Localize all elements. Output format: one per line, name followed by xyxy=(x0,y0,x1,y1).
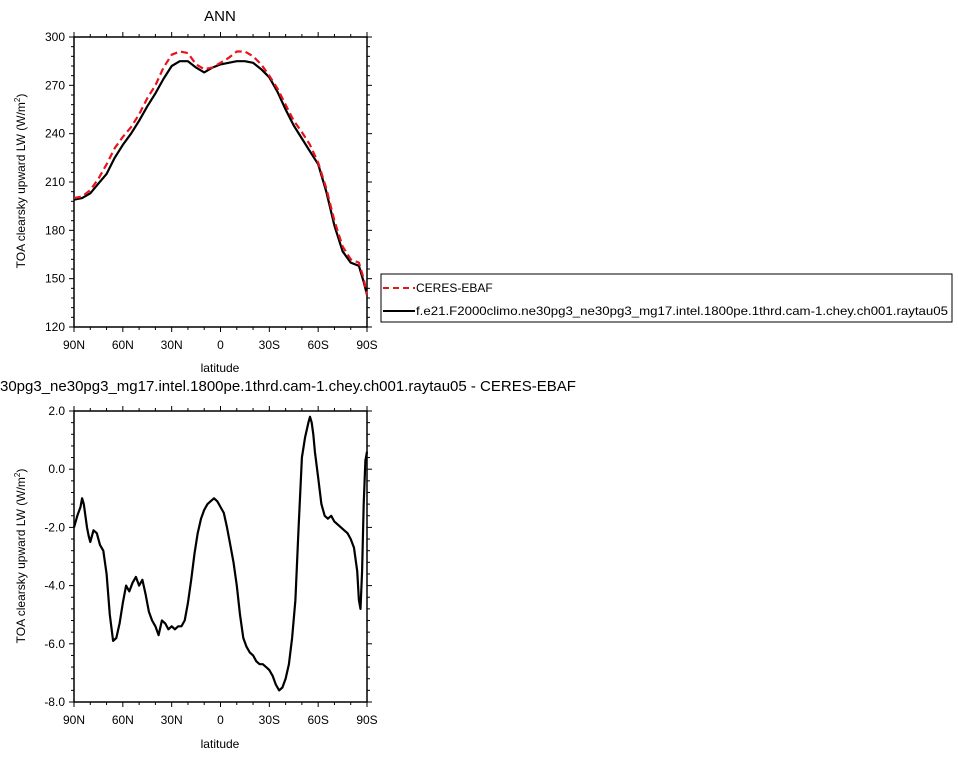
legend: CERES-EBAF f.e21.F2000climo.ne30pg3_ne30… xyxy=(380,273,953,323)
bottom-y-tick-label: -2.0 xyxy=(44,520,65,534)
bottom-y-axis-label-tail: ) xyxy=(14,469,28,473)
top-x-tick-label: 90N xyxy=(63,338,85,352)
top-y-tick-label: 150 xyxy=(45,272,65,286)
top-x-tick-label: 0 xyxy=(217,338,224,352)
top-y-axis-label-tail: ) xyxy=(14,94,28,98)
bottom-x-tick-label: 30N xyxy=(161,713,183,727)
top-y-axis-label-sup: 2 xyxy=(13,97,22,102)
bottom-y-axis-label-sup: 2 xyxy=(13,472,22,477)
top-series-model-line xyxy=(73,60,369,296)
top-y-tick-label: 240 xyxy=(45,127,65,141)
top-y-tick-label: 300 xyxy=(45,30,65,44)
top-y-tick-label: 120 xyxy=(45,320,65,334)
bottom-x-tick-label: 60S xyxy=(307,713,328,727)
bottom-series-model-line xyxy=(72,415,369,692)
top-x-tick-label: 60S xyxy=(307,338,328,352)
bottom-y-tick-label: 2.0 xyxy=(48,404,65,418)
bottom-x-axis-label: latitude xyxy=(201,737,240,751)
bottom-x-tick-label: 0 xyxy=(217,713,224,727)
bottom-panel: f.e21.F2000climo.ne30pg3_ne30pg3_mg17.in… xyxy=(0,378,576,751)
top-x-axis-label: latitude xyxy=(201,361,240,375)
bottom-title: f.e21.F2000climo.ne30pg3_ne30pg3_mg17.in… xyxy=(0,378,576,395)
top-y-axis-label-main: TOA clearsky upward LW (W/m xyxy=(14,102,28,268)
bottom-y-tick-label: -8.0 xyxy=(44,695,65,709)
legend-label-model: f.e21.F2000climo.ne30pg3_ne30pg3_mg17.in… xyxy=(416,304,948,318)
bottom-series-group xyxy=(72,415,369,692)
top-y-ticks: 120 150 180 210 240 270 300 xyxy=(45,30,372,334)
top-title: ANN xyxy=(204,8,236,25)
top-x-tick-label: 30N xyxy=(161,338,183,352)
top-panel: ANN 120 150 180 210 240 270 300 90N 60N 30N 0 30S 6… xyxy=(13,8,953,375)
top-x-tick-label: 90S xyxy=(356,338,377,352)
bottom-y-tick-label: 0.0 xyxy=(48,462,65,476)
legend-frame xyxy=(380,273,953,323)
bottom-x-ticks: 90N 60N 30N 0 30S 60S 90S xyxy=(63,406,378,727)
top-series-obs-line xyxy=(73,50,369,296)
top-y-tick-label: 210 xyxy=(45,175,65,189)
bottom-y-axis-label: TOA clearsky upward LW (W/m2) xyxy=(13,469,28,644)
top-y-tick-label: 180 xyxy=(45,223,65,237)
bottom-x-tick-label: 90S xyxy=(356,713,377,727)
bottom-x-tick-label: 60N xyxy=(112,713,134,727)
bottom-x-tick-label: 30S xyxy=(259,713,280,727)
top-y-tick-label: 270 xyxy=(45,78,65,92)
top-series-group xyxy=(73,50,369,296)
bottom-x-tick-label: 90N xyxy=(63,713,85,727)
top-x-ticks: 90N 60N 30N 0 30S 60S 90S xyxy=(63,32,378,352)
bottom-y-ticks: -8.0 -6.0 -4.0 -2.0 0.0 2.0 xyxy=(44,404,372,709)
top-x-tick-label: 30S xyxy=(259,338,280,352)
bottom-y-tick-label: -4.0 xyxy=(44,579,65,593)
bottom-y-axis-label-main: TOA clearsky upward LW (W/m xyxy=(14,477,28,643)
legend-label-obs: CERES-EBAF xyxy=(416,281,493,295)
top-y-axis-label: TOA clearsky upward LW (W/m2) xyxy=(13,94,28,269)
bottom-plot-frame xyxy=(73,410,368,703)
bottom-y-tick-label: -6.0 xyxy=(44,637,65,651)
top-x-tick-label: 60N xyxy=(112,338,134,352)
